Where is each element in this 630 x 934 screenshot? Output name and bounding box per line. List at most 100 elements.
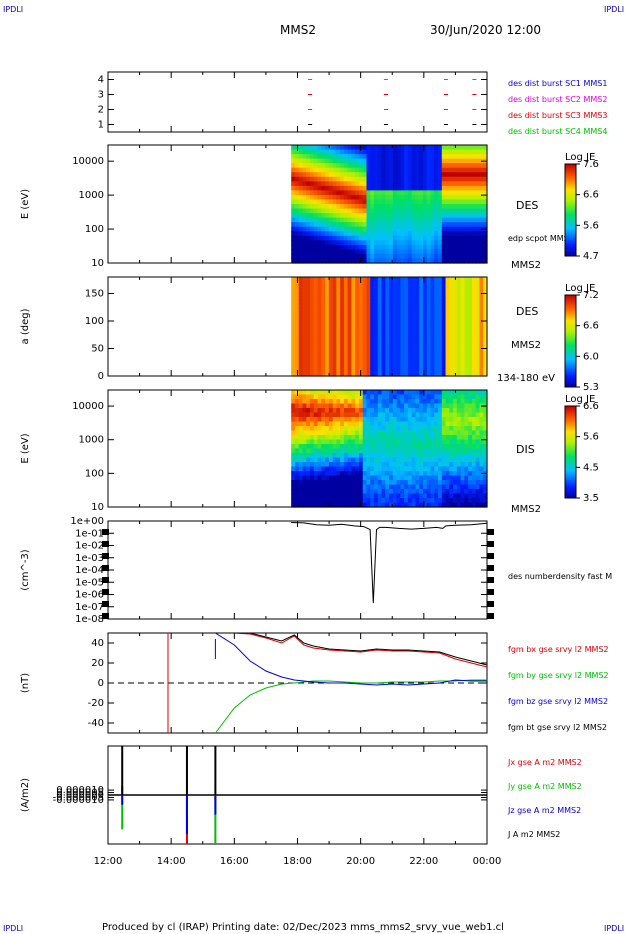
dis_energy-cell [475, 489, 481, 495]
dis_energy-cell [302, 480, 307, 486]
des_pitch-cell [468, 341, 473, 347]
des_energy-cell [411, 217, 417, 223]
des_pitch-cell [321, 277, 326, 282]
dis_energy-cell [340, 417, 345, 423]
dis_energy-cell [332, 426, 337, 432]
des_energy-cell [332, 181, 337, 187]
dis_energy-cell [471, 448, 477, 454]
des_energy-cell [411, 222, 417, 228]
des_pitch-cell [411, 318, 417, 324]
des_energy-cell [298, 253, 304, 260]
des_energy-cell [328, 185, 334, 191]
des_pitch-cell [389, 322, 394, 328]
dis_energy-cell [294, 462, 300, 468]
des_energy-cell [385, 213, 390, 219]
des_pitch-cell [389, 307, 394, 312]
dis_energy-cell [415, 390, 420, 396]
dis_energy-cell [306, 439, 311, 445]
des_energy-cell [310, 222, 315, 228]
dis_energy-cell [419, 498, 424, 504]
dis_energy-cell [426, 421, 432, 427]
dis_energy-cell [298, 498, 304, 504]
des_energy-cell [298, 154, 304, 160]
des_energy-cell [453, 163, 458, 169]
des_pitch-cell [302, 360, 307, 366]
des_energy-cell [347, 258, 353, 264]
des_energy-cell [370, 213, 375, 219]
dis_energy-cell [332, 493, 337, 499]
des_pitch-cell [400, 303, 405, 309]
dis_energy-cell [302, 448, 307, 454]
dis_energy-cell [426, 489, 432, 495]
des_energy-cell [441, 194, 447, 201]
dis_energy-cell [392, 480, 398, 486]
des_energy-cell [370, 208, 375, 214]
des_energy-cell [392, 208, 398, 214]
dis_energy-cell [392, 394, 398, 400]
des_energy-cell [306, 190, 311, 196]
des_energy-cell [306, 208, 311, 214]
dis_energy-cell [317, 502, 322, 508]
dis_energy-cell [328, 502, 334, 508]
des_pitch-cell [479, 296, 484, 301]
dis_energy-cell [291, 417, 296, 423]
des_energy-cell [479, 149, 484, 155]
des_pitch-cell [449, 368, 454, 373]
des-energy-sc-label: MMS2 [511, 260, 541, 271]
des_energy-cell [434, 222, 439, 228]
des_energy-cell [351, 217, 356, 223]
dis_energy-cell [313, 408, 319, 414]
dis_energy-cell [294, 439, 300, 445]
des_pitch-cell [464, 326, 469, 331]
dis_energy-cell [400, 480, 405, 486]
dis_energy-cell [456, 408, 462, 414]
dis_energy-cell [351, 394, 356, 400]
bfield-series-line [215, 632, 488, 666]
dis_energy-cell [294, 448, 300, 454]
des_pitch-cell [340, 288, 345, 293]
dis_energy-cell [340, 471, 345, 477]
des_pitch-cell [351, 311, 356, 316]
des_energy-cell [336, 190, 341, 196]
dis_energy-cell [438, 457, 443, 463]
dis_energy-cell [483, 399, 488, 405]
des_energy-cell [475, 208, 481, 214]
dis_energy-cell [396, 502, 401, 508]
des_energy-cell [332, 167, 337, 173]
des_pitch-cell [362, 277, 368, 282]
des_energy-cell [404, 231, 409, 237]
density-ytick-label: 1e-05 [75, 577, 104, 588]
des_pitch-cell [358, 345, 364, 350]
dis_energy-cell [366, 430, 371, 436]
des_pitch-cell [483, 326, 488, 331]
dis_energy-cell [430, 502, 435, 508]
dis_energy-cell [453, 471, 458, 477]
des_energy-cell [313, 185, 319, 191]
dis_energy-cell [351, 412, 356, 418]
dis_energy-cell [306, 394, 311, 400]
dis_energy-cell [298, 426, 304, 432]
dis_energy-cell [475, 502, 481, 508]
des_energy-cell [370, 204, 375, 210]
dis_energy-cell [374, 390, 379, 396]
des_pitch-cell [306, 292, 311, 297]
dis_energy-cell [464, 480, 469, 486]
des_pitch-cell [411, 334, 417, 339]
des_energy-cell [441, 235, 447, 241]
dis_energy-cell [456, 435, 462, 441]
dis_energy-cell [374, 471, 379, 477]
des_pitch-cell [294, 364, 300, 369]
des_energy-cell [434, 181, 439, 187]
des_energy-cell [374, 172, 379, 178]
des_pitch-cell [441, 318, 447, 324]
dis_energy-cell [430, 453, 435, 459]
dis_energy-cell [291, 435, 296, 441]
des_energy-cell [310, 208, 315, 214]
des_pitch-cell [317, 307, 322, 312]
dis_energy-cell [385, 502, 390, 508]
des_energy-cell [298, 208, 304, 214]
des_pitch-cell [404, 356, 409, 362]
des_pitch-cell [321, 315, 326, 320]
des_pitch-cell [310, 303, 315, 309]
des_energy-cell [389, 226, 394, 232]
